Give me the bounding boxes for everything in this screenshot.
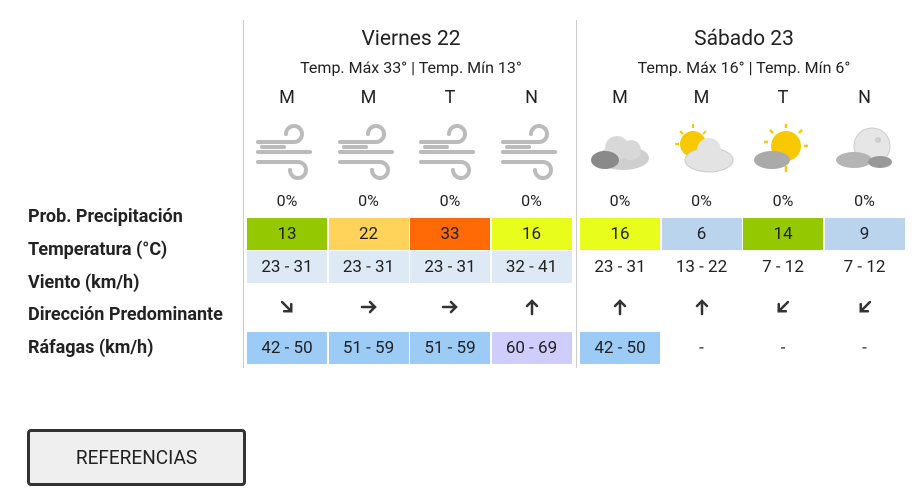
period-label: T bbox=[777, 87, 789, 108]
precip: 0% bbox=[276, 191, 298, 210]
wind-cell: 13 - 22 bbox=[661, 251, 742, 283]
references-button[interactable]: REFERENCIAS bbox=[27, 429, 246, 486]
weather-icon bbox=[419, 124, 475, 180]
precip: 0% bbox=[358, 191, 379, 210]
precip: 0% bbox=[521, 191, 542, 210]
gust-cell: - bbox=[743, 332, 823, 364]
weather-icon bbox=[337, 124, 394, 180]
direction-arrow bbox=[441, 300, 458, 314]
row-label: Temperatura (°C) bbox=[28, 239, 168, 260]
gust-cell: 51 - 59 bbox=[328, 332, 409, 364]
gust-cell: 42 - 50 bbox=[247, 332, 327, 364]
wind-cell: 23 - 31 bbox=[247, 251, 327, 283]
temp-cell: 16 bbox=[491, 218, 572, 250]
direction-arrow bbox=[695, 299, 708, 316]
weather-icon bbox=[256, 124, 312, 180]
row-label: Dirección Predominante bbox=[28, 304, 223, 325]
day-temps: Temp. Máx 16° | Temp. Mín 6° bbox=[637, 58, 851, 77]
direction-arrow bbox=[360, 300, 377, 314]
row-label: Ráfagas (km/h) bbox=[28, 337, 154, 358]
precip: 0% bbox=[772, 191, 794, 210]
temp-cell: 14 bbox=[743, 218, 823, 250]
gust-cell: 51 - 59 bbox=[410, 332, 490, 364]
precip: 0% bbox=[609, 191, 631, 210]
direction-arrow bbox=[525, 299, 538, 316]
precip: 0% bbox=[691, 191, 712, 210]
temp-cell: 33 bbox=[410, 218, 490, 250]
period-label: N bbox=[858, 87, 871, 108]
period-label: M bbox=[279, 87, 295, 108]
wind-cell: 32 - 41 bbox=[491, 251, 572, 283]
separator bbox=[243, 20, 244, 368]
period-label: M bbox=[693, 87, 710, 108]
day-title: Sábado 23 bbox=[694, 27, 794, 51]
gust-cell: - bbox=[824, 332, 905, 364]
direction-arrow bbox=[777, 300, 790, 313]
gust-cell: 42 - 50 bbox=[580, 332, 660, 364]
separator bbox=[576, 20, 577, 368]
gust-cell: 60 - 69 bbox=[491, 332, 572, 364]
row-label: Viento (km/h) bbox=[28, 272, 140, 293]
wind-cell: 7 - 12 bbox=[743, 251, 823, 283]
wind-cell: 7 - 12 bbox=[824, 251, 905, 283]
weather-icon bbox=[500, 124, 557, 180]
direction-arrow bbox=[280, 300, 293, 313]
day-temps: Temp. Máx 33° | Temp. Mín 13° bbox=[300, 58, 522, 77]
temp-cell: 22 bbox=[328, 218, 409, 250]
row-label: Prob. Precipitación bbox=[28, 206, 183, 227]
temp-cell: 16 bbox=[580, 218, 660, 250]
wind-cell: 23 - 31 bbox=[328, 251, 409, 283]
period-label: M bbox=[360, 87, 377, 108]
temp-cell: 6 bbox=[661, 218, 742, 250]
period-label: N bbox=[525, 87, 538, 108]
weather-icon bbox=[754, 124, 808, 172]
temp-cell: 13 bbox=[247, 218, 327, 250]
weather-icon bbox=[835, 127, 892, 168]
wind-cell: 23 - 31 bbox=[580, 251, 660, 283]
precip: 0% bbox=[854, 191, 875, 210]
weather-icon bbox=[591, 136, 649, 170]
precip: 0% bbox=[439, 191, 461, 210]
temp-cell: 9 bbox=[824, 218, 905, 250]
period-label: M bbox=[612, 87, 628, 108]
wind-cell: 23 - 31 bbox=[410, 251, 490, 283]
direction-arrow bbox=[859, 300, 871, 313]
day-title: Viernes 22 bbox=[361, 27, 461, 51]
direction-arrow bbox=[613, 299, 627, 316]
gust-cell: - bbox=[661, 332, 742, 364]
weather-icon bbox=[674, 124, 733, 173]
period-label: T bbox=[444, 87, 456, 108]
